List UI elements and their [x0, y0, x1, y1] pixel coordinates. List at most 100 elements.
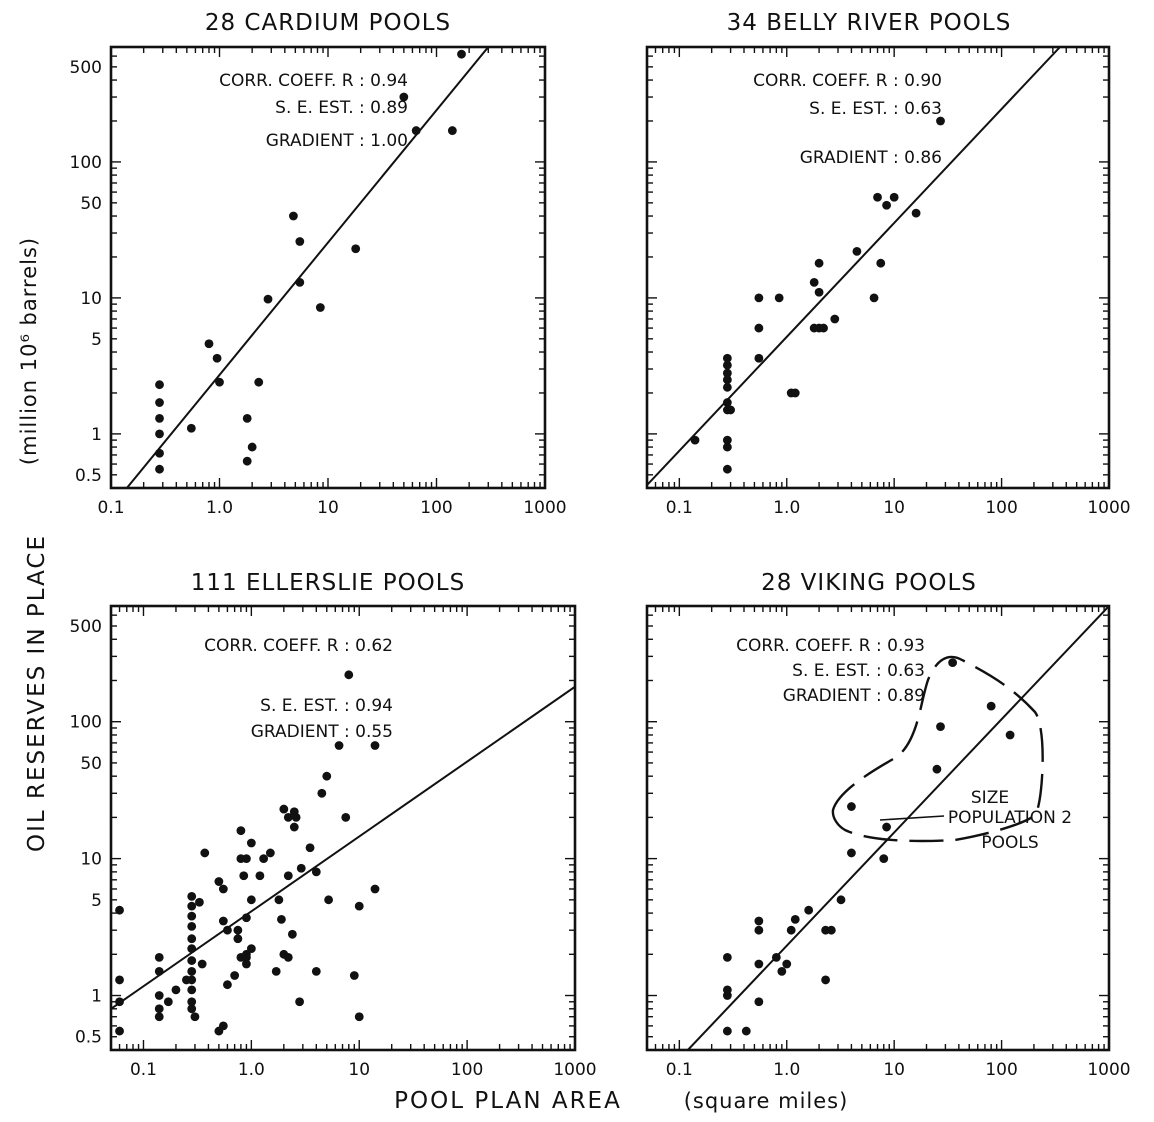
- data-point: [154, 952, 164, 962]
- data-point: [754, 293, 764, 303]
- data-point: [882, 200, 891, 210]
- plot-frame: [109, 604, 577, 1052]
- data-point: [754, 997, 764, 1007]
- panel-title: 28 CARDIUM POOLS: [205, 10, 451, 36]
- data-point: [869, 293, 879, 303]
- data-point: [690, 435, 700, 445]
- data-point: [247, 442, 257, 452]
- data-point: [722, 360, 732, 370]
- data-point: [287, 929, 297, 939]
- data-point: [204, 339, 214, 349]
- data-point: [246, 944, 256, 954]
- data-point: [411, 126, 421, 135]
- data-point: [786, 925, 796, 935]
- data-point: [277, 914, 286, 924]
- data-point: [722, 985, 732, 995]
- fit-line: [111, 685, 575, 1010]
- data-point: [836, 895, 846, 905]
- data-point: [370, 884, 380, 894]
- x-tick-label: 1000: [553, 1060, 596, 1080]
- data-point: [187, 911, 197, 921]
- data-point: [457, 49, 466, 59]
- data-point: [255, 871, 265, 881]
- y-tick-label: 100: [70, 153, 102, 173]
- data-point: [190, 1012, 200, 1022]
- x-tick-label: 0.1: [97, 498, 124, 518]
- x-tick-label: 10: [883, 498, 905, 518]
- x-tick-label: 1.0: [206, 498, 233, 518]
- data-point: [344, 670, 354, 680]
- data-point: [754, 323, 764, 333]
- y-tick-label: 50: [80, 754, 102, 774]
- data-point: [271, 967, 281, 976]
- data-point: [233, 934, 243, 944]
- data-point: [236, 826, 246, 836]
- data-point: [155, 448, 164, 458]
- data-point: [197, 959, 207, 969]
- fit-line: [687, 606, 1109, 1050]
- data-point: [155, 398, 164, 407]
- stat-r: CORR. COEFF. R : 0.90: [753, 71, 942, 91]
- data-point: [242, 456, 252, 466]
- panel-title: 34 BELLY RIVER POOLS: [727, 10, 1012, 36]
- data-point: [889, 192, 899, 202]
- data-point: [826, 925, 836, 935]
- data-point: [722, 1026, 732, 1036]
- data-point: [218, 1021, 228, 1031]
- data-point: [936, 722, 945, 732]
- data-point: [790, 388, 800, 398]
- data-point: [322, 771, 332, 781]
- y-tick-label: 10: [80, 850, 102, 870]
- data-point: [154, 1004, 164, 1014]
- data-point: [722, 375, 732, 385]
- data-point: [847, 802, 856, 811]
- annotation-leader: [879, 815, 945, 821]
- data-point: [847, 848, 856, 858]
- data-point: [187, 901, 197, 911]
- data-point: [722, 952, 732, 962]
- data-point: [115, 997, 124, 1007]
- data-point: [115, 905, 124, 915]
- stat-se: S. E. EST. : 0.89: [275, 98, 408, 118]
- y-tick-label: 5: [91, 330, 102, 350]
- data-point: [187, 1004, 197, 1014]
- data-point: [774, 293, 784, 303]
- x-tick-label: 1000: [1087, 498, 1130, 518]
- data-point: [852, 246, 862, 256]
- stat-se: S. E. EST. : 0.94: [260, 696, 393, 716]
- x-tick-label: 1.0: [773, 1060, 800, 1080]
- data-point: [932, 764, 942, 774]
- y-tick-label: 500: [70, 617, 102, 637]
- data-point: [882, 822, 891, 832]
- y-tick-label: 0.5: [75, 466, 102, 486]
- data-point: [809, 278, 819, 287]
- data-point: [242, 952, 251, 962]
- x-tick-label: 0.1: [666, 498, 693, 518]
- data-point: [242, 413, 252, 423]
- data-point: [722, 435, 732, 445]
- stat-se: S. E. EST. : 0.63: [809, 99, 942, 119]
- x-tick-label: 0.1: [666, 1060, 693, 1080]
- y-tick-label: 5: [91, 891, 102, 911]
- data-point: [821, 975, 831, 985]
- data-point: [187, 956, 197, 965]
- data-point: [215, 377, 224, 387]
- data-point: [187, 934, 197, 944]
- y-axis-unit: (million 10⁶ barrels): [17, 237, 41, 465]
- data-point: [115, 975, 124, 985]
- data-point: [296, 863, 306, 873]
- data-point: [265, 848, 275, 858]
- fit-line: [126, 47, 490, 488]
- panel-ellerslie: 0.1 1.0 10 100 1000 0.5 1 5 10 50 100 500 111 ELLERS…: [70, 570, 597, 1080]
- data-point: [171, 985, 181, 995]
- data-point: [187, 944, 197, 954]
- stat-gradient: GRADIENT : 0.86: [800, 148, 942, 168]
- data-point: [263, 294, 273, 304]
- panel-title: 28 VIKING POOLS: [761, 570, 977, 596]
- panel-belly-river: 0.1 1.0 10 100 1000 34 BELLY RIVER POOLS CORR.…: [645, 10, 1131, 518]
- data-point: [986, 701, 996, 711]
- data-point: [154, 967, 164, 976]
- panel-title: 111 ELLERSLIE POOLS: [191, 570, 465, 596]
- data-point: [830, 314, 840, 324]
- data-point: [311, 867, 321, 877]
